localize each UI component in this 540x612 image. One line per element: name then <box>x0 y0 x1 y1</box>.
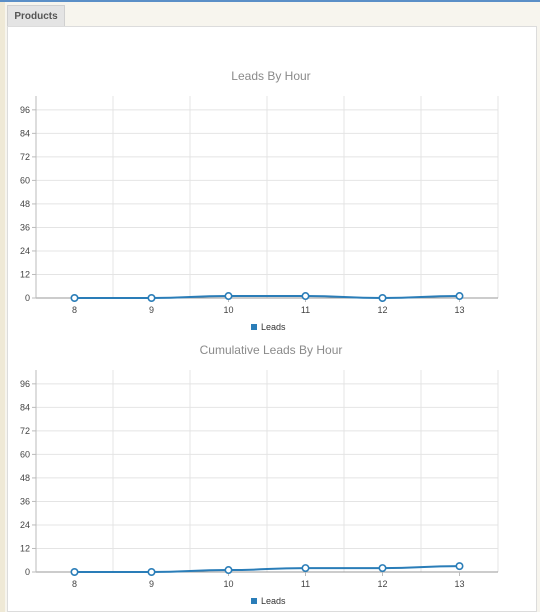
x-tick-label: 8 <box>72 305 77 315</box>
y-tick-label: 0 <box>25 293 30 303</box>
series-line-leads <box>74 565 460 573</box>
data-point <box>301 564 310 573</box>
x-tick-label: 12 <box>377 305 387 315</box>
y-tick-label: 48 <box>20 199 30 209</box>
y-tick-label: 72 <box>20 152 30 162</box>
data-point <box>455 562 464 571</box>
x-tick-label: 9 <box>149 579 154 589</box>
chart-title: Cumulative Leads By Hour <box>200 343 343 357</box>
x-tick-label: 8 <box>72 579 77 589</box>
x-tick-label: 12 <box>377 579 387 589</box>
x-tick-label: 9 <box>149 305 154 315</box>
x-tick-label: 10 <box>223 579 233 589</box>
tab-products[interactable]: Products <box>7 5 65 26</box>
y-tick-label: 12 <box>20 269 30 279</box>
x-tick-label: 13 <box>454 579 464 589</box>
data-point <box>70 568 79 577</box>
charts-panel <box>7 26 537 612</box>
series-line-leads <box>74 295 460 300</box>
y-tick-label: 48 <box>20 473 30 483</box>
legend-swatch-leads <box>251 324 257 330</box>
y-tick-label: 24 <box>20 520 30 530</box>
y-tick-label: 24 <box>20 246 30 256</box>
y-tick-label: 72 <box>20 426 30 436</box>
legend-label-leads: Leads <box>261 596 286 606</box>
chart-title: Leads By Hour <box>231 69 310 83</box>
leads-by-hour-chart: Leads By Hour 0 12 24 36 48 60 72 84 96 8 9 10 11 12 13… <box>20 69 499 332</box>
legend-swatch-leads <box>251 598 257 604</box>
y-tick-label: 0 <box>25 567 30 577</box>
y-tick-label: 12 <box>20 543 30 553</box>
x-tick-label: 13 <box>454 305 464 315</box>
y-tick-label: 96 <box>20 105 30 115</box>
data-point <box>301 292 310 301</box>
data-point <box>70 294 79 303</box>
cumulative-leads-by-hour-chart: Cumulative Leads By Hour 0 12 24 36 48 60 72 84 9… <box>20 343 499 606</box>
y-tick-label: 36 <box>20 222 30 232</box>
data-point <box>224 292 233 301</box>
window-top-border <box>0 0 540 2</box>
legend-label-leads: Leads <box>261 322 286 332</box>
y-tick-label: 36 <box>20 496 30 506</box>
x-tick-label: 11 <box>301 305 310 315</box>
x-tick-label: 11 <box>301 579 310 589</box>
y-tick-label: 60 <box>20 449 30 459</box>
y-tick-label: 60 <box>20 175 30 185</box>
data-point <box>378 294 387 303</box>
y-tick-label: 96 <box>20 379 30 389</box>
y-tick-label: 84 <box>20 128 30 138</box>
data-point <box>147 568 156 577</box>
left-sidebar-strip <box>0 2 5 612</box>
data-point <box>378 564 387 573</box>
data-point <box>455 292 464 301</box>
data-point <box>147 294 156 303</box>
x-tick-label: 10 <box>223 305 233 315</box>
data-point <box>224 566 233 575</box>
y-tick-label: 84 <box>20 402 30 412</box>
